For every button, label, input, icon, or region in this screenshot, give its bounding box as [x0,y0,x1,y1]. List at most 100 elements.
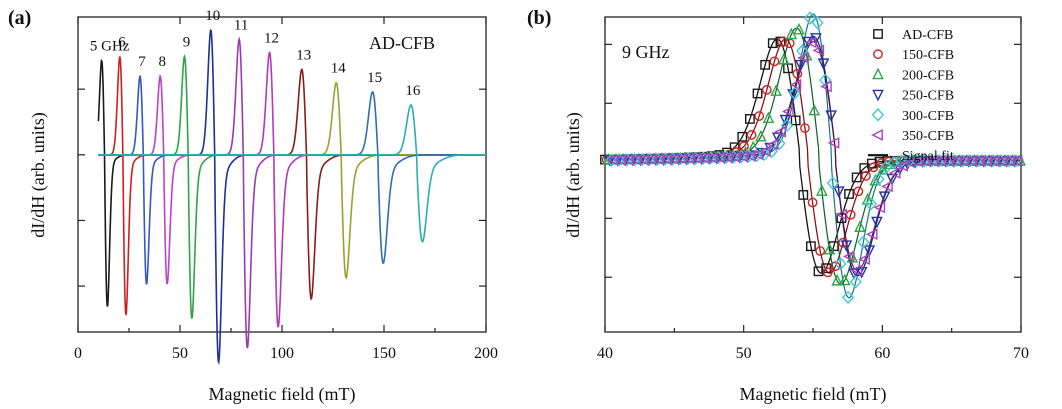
panel-b-data-marker [1003,154,1015,167]
panel-a-curve [98,74,486,286]
panel-b-legend-marker [871,129,883,141]
panel-b-legend-marker [873,29,883,39]
panel-b-data-marker [816,184,828,196]
panel-b-data-marker [849,275,862,289]
panel-b-data-marker [746,130,757,140]
panel-a-curve [98,53,486,319]
panel-b-label: (b) [527,7,551,29]
panel-a-x-tick-label: 150 [372,345,396,362]
panel-b-legend-label: Signal fit [902,149,954,164]
panel-b-data-marker [934,154,947,167]
panel-b-data-marker [788,86,801,100]
panel-b-data-marker [745,114,755,124]
panel-b-data-marker [868,162,879,173]
panel-b-data-marker [769,56,780,67]
panel-b-legend-entry: 300-CFB [871,108,954,124]
panel-b-legend-label: 300-CFB [902,109,954,124]
panel-b-data-marker [826,176,839,191]
panel-b-data-marker [770,84,782,96]
panel-b-data-marker [926,155,939,167]
panel-b-data-marker [777,52,790,65]
panel-b-data-marker [874,156,885,167]
panel-b-data-marker [957,154,970,167]
panel-b-data-marker [873,201,886,214]
panel-b-legend-label: 350-CFB [902,129,954,144]
panel-b-data-marker [869,173,882,186]
panel-b-data-marker [830,261,841,272]
panel-a-curve [98,73,486,285]
panel-a-frequency-label: 8 [158,54,166,70]
panel-b-x-tick-label: 70 [1013,345,1029,362]
panel-b-data-marker [842,250,855,263]
panel-b-data-marker [872,172,885,186]
panel-b-data-marker [857,235,870,249]
panel-a-label: (a) [8,7,31,29]
panel-b-legend-label: 200-CFB [902,68,954,83]
panel-b-annotation: 9 GHz [622,42,670,62]
panel-b-legend-entry: 350-CFB [871,129,954,144]
panel-b-data-marker [815,246,826,256]
panel-b-data-marker [825,110,837,123]
panel-a-curves [97,28,486,366]
panel-b-data-marker [781,105,794,118]
panel-a-y-ticks [78,88,486,287]
panel-b-data-marker [865,228,878,241]
panel-a-curve [98,67,486,301]
panel-b-data-marker [760,59,771,70]
panel-a-x-axis-title: Magnetic field (mT) [209,384,356,405]
panel-b-x-tick-label: 50 [736,345,752,362]
panel-b-data-marker [803,11,817,25]
panel-a-frequency-label: 9 [183,34,191,50]
panel-b-data-marker [863,245,876,258]
panel-a-curve [98,56,486,316]
panel-b-data-marker [851,172,862,183]
panel-a-frequency-label: 10 [205,8,220,24]
panel-a-frequency-label: 14 [331,61,347,77]
panel-b-y-axis-title: dI/dH (arb. units) [563,112,584,237]
panel-b-data-marker [804,36,817,49]
panel-b-data-marker [896,160,909,172]
panel-b-data-marker [854,220,866,232]
panel-a-x-tick-label: 0 [74,345,82,362]
panel-b-data-marker [827,137,840,149]
panel-b-data-marker [880,160,893,174]
panel-b-data-marker [752,88,763,99]
panel-b-data-marker [883,156,894,167]
panel-b-data-marker [864,197,878,211]
panel-b-data-marker [813,266,824,277]
panel-a-frequency-label: 5 GHz [90,38,130,54]
panel-b-x-tick-label: 40 [597,345,613,362]
panel-b-data-marker [987,154,1000,167]
panel-b-data-marker [754,111,765,121]
panel-b-data-marker [835,208,848,221]
panel-b-data-marker [949,154,962,167]
panel-b-data-marker [606,154,619,166]
panel-a-frequency-label: 11 [234,17,248,33]
panel-b-data-marker [834,257,847,271]
panel-b-data-marker [942,154,954,167]
panel-b-data-marker [762,111,775,123]
panel-a-curve [98,103,486,243]
panel-b-data-marker [767,38,778,49]
panel-b-data-marker [822,267,833,278]
panel-b-data-marker [878,191,891,204]
panel-a-frequency-label: 7 [138,54,146,70]
panel-b-data-marker [840,240,853,253]
panel-b-data-marker [841,290,855,305]
panel-b-data-marker [793,22,805,35]
panel-b-data-marker [737,131,748,142]
panel-b-data-marker [792,68,803,79]
panel-b-x-axis-title: Magnetic field (mT) [740,384,887,405]
panel-b-data-marker [881,180,893,193]
panel-a-frequency-label: 12 [264,30,279,46]
panel-a-x-tick-label: 200 [474,345,498,362]
panel-b-data-marker [888,167,901,179]
panel-b: (b) 40 50 60 70 AD-CFB 150-CFB 200-CFB 250-CFB… [527,7,1029,405]
panel-b-data-marker [806,241,816,252]
panel-b-legend-label: 250-CFB [902,89,954,104]
panel-a-frequency-label: 16 [405,83,421,99]
panel-b-legend-entry: 200-CFB [872,67,954,83]
panel-b-data-marker [766,138,779,151]
panel-b-data-marker [765,144,778,159]
